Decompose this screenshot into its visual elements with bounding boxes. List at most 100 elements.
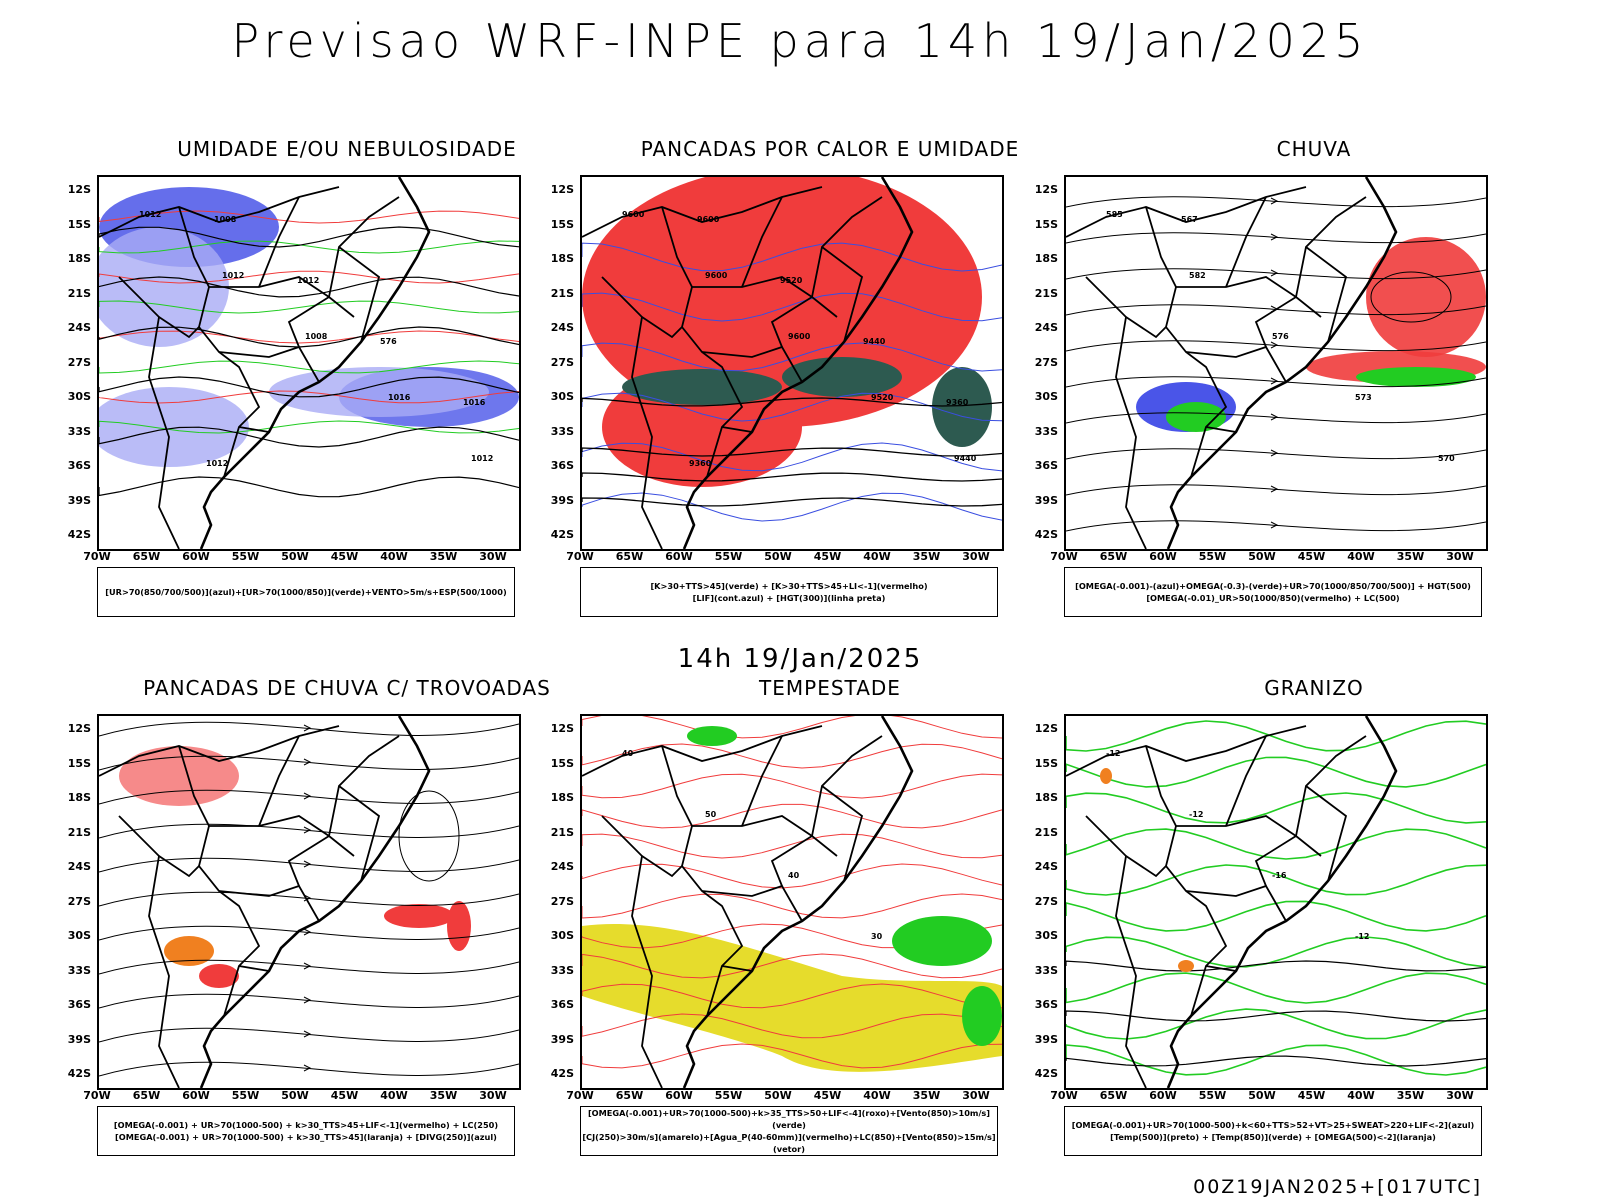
longitude-label: 70W [1050, 550, 1078, 563]
latitude-label: 15S [1034, 217, 1058, 231]
streamline-arrow [1270, 485, 1279, 493]
latitude-label: 18S [67, 252, 91, 265]
latitude-label: 42S [1034, 528, 1058, 541]
precipitable-water-contour [582, 1013, 1002, 1039]
high-pressure-contour [1370, 271, 1452, 323]
streamline-arrow [303, 1064, 312, 1072]
contour-value-label: 576 [380, 337, 397, 346]
lifted-index-contour [582, 342, 1002, 372]
panel-title: CHUVA [1276, 137, 1352, 161]
latitude-label: 36S [67, 998, 91, 1011]
precipitable-water-contour [582, 983, 1002, 1009]
streamline-arrow [1270, 413, 1279, 421]
contour-value-label: 9440 [863, 337, 886, 346]
streamline-arrow [303, 724, 312, 732]
map-canvas [99, 716, 519, 1088]
state-border [1125, 855, 1167, 878]
latitude-label: 24S [550, 321, 574, 334]
latitude-label: 18S [550, 791, 574, 804]
latitude-label: 15S [1034, 756, 1058, 770]
streamline-arrow [1270, 269, 1279, 277]
latitude-label: 12S [67, 722, 91, 735]
longitude-label: 65W [132, 550, 161, 563]
panel-trovoadas: PANCADAS DE CHUVA C/ TROVOADAS 12S 15S 18S 2… [68, 676, 597, 1174]
legend-line: [OMEGA(-0.001)-(azul)+OMEGA(-0.3)-(verde… [1075, 581, 1471, 591]
contour-value-label: 9360 [946, 398, 969, 407]
contour-value-label: 1016 [463, 398, 486, 407]
longitude-label: 30W [962, 550, 990, 563]
rain-red-area [1366, 237, 1486, 357]
longitude-label: 40W [863, 550, 891, 563]
state-border [601, 815, 663, 1088]
latitude-label: 33S [550, 963, 574, 977]
precipitable-water-contour [582, 893, 1002, 919]
state-border [1176, 276, 1322, 318]
contour-line [99, 300, 519, 314]
contour-value-label: 585 [1106, 210, 1123, 219]
latitude-label: 42S [550, 528, 574, 541]
legend-line: [Temp(500)](preto) + [Temp(850)](verde) … [1110, 1132, 1436, 1142]
legend-line: [OMEGA(-0.001)+UR>70(1000-500)+k>35_TTS>… [587, 1108, 991, 1130]
state-border [209, 815, 355, 857]
streamline-arrow [303, 928, 312, 936]
latitude-label: 36S [67, 459, 91, 472]
legend-line: [OMEGA(-0.001) + UR>70(1000-500) + k>30_… [115, 1132, 497, 1142]
state-border [328, 196, 400, 298]
contour-value-label: -12 [1106, 749, 1120, 758]
legend-line: [OMEGA(-0.001) + UR>70(1000-500) + k>30_… [113, 1120, 499, 1130]
map-frame: 9600 9600 9600 9520 9440 9600 9520 9440 9360 9360 [580, 175, 1004, 551]
latitude-label: 30S [67, 929, 91, 942]
state-border [158, 855, 200, 878]
latitude-label: 21S [1034, 825, 1058, 839]
latitude-label: 18S [67, 791, 91, 804]
longitude-label: 30W [479, 550, 507, 563]
longitude-label: 60W [665, 1089, 693, 1102]
streamline-arrow [303, 860, 312, 868]
lifted-index-contour [582, 242, 1002, 272]
thunderstorm-red-area [199, 964, 239, 988]
contour-value-label: 30 [871, 932, 883, 941]
state-border [238, 965, 270, 972]
latitude-label: 39S [1034, 1032, 1058, 1046]
longitude-label: 60W [182, 1089, 210, 1102]
longitude-label: 50W [764, 550, 792, 563]
longitude-label: 70W [566, 550, 594, 563]
contour-value-label: 567 [1181, 215, 1198, 224]
state-border [770, 835, 813, 887]
latitude-label: 39S [550, 1032, 574, 1046]
temp850-contour [1066, 720, 1486, 752]
lifted-index-contour [582, 492, 1002, 522]
temp850-contour [1066, 792, 1486, 824]
state-border [209, 276, 355, 318]
precipitable-water-contour [582, 833, 1002, 859]
legend-box: [OMEGA(-0.001)+UR>70(1000-500)+k>35_TTS>… [580, 1106, 998, 1156]
state-border [741, 735, 783, 827]
legend-line: [OMEGA(-0.001)+UR>70(1000-500)+k<60+TTS>… [1071, 1120, 1475, 1130]
isobar-line [99, 426, 519, 448]
latitude-label: 33S [1034, 424, 1058, 438]
latitude-label: 36S [550, 998, 574, 1011]
hgt300-line [582, 397, 1002, 407]
panel-title: PANCADAS DE CHUVA C/ TROVOADAS [143, 676, 551, 700]
longitude-label: 55W [231, 1089, 260, 1102]
state-border [721, 965, 753, 972]
longitude-label: 60W [1149, 1089, 1177, 1102]
temp850-contour [1066, 756, 1486, 788]
precipitable-water-contour [582, 863, 1002, 889]
panel-title: TEMPESTADE [759, 676, 901, 700]
anticyclone-contour [398, 790, 460, 882]
state-border [1254, 835, 1297, 887]
latitude-label: 24S [550, 860, 574, 873]
latitude-label: 12S [1034, 183, 1058, 196]
k-index-green-area [782, 357, 902, 397]
latitude-label: 12S [1034, 722, 1058, 735]
streamline-arrow [303, 758, 312, 766]
streamline-arrow [1270, 377, 1279, 385]
longitude-label: 50W [764, 1089, 792, 1102]
longitude-label: 45W [1297, 1089, 1326, 1102]
latitude-label: 39S [550, 493, 574, 507]
k-index-green-area [622, 369, 782, 405]
streamline-arrow [303, 996, 312, 1004]
latitude-label: 12S [550, 722, 574, 735]
precipitable-water-contour [582, 803, 1002, 829]
